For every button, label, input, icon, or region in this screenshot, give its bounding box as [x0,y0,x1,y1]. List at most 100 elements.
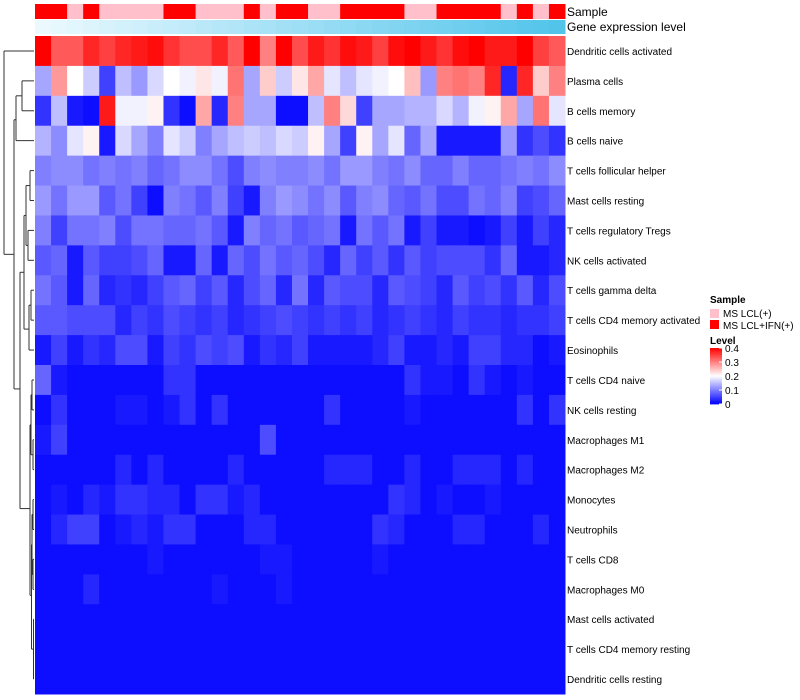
heatmap-cell [115,215,132,246]
sample-legend: Sample MS LCL(+) MS LCL+IFN(+) [710,295,794,332]
expression-cell [372,20,389,34]
heatmap-cell [484,95,502,127]
heatmap-cell [468,634,486,665]
heatmap-cell [356,394,373,426]
heatmap-cell [83,544,100,575]
heatmap-cell [163,604,181,635]
heatmap-cell [243,664,261,695]
heatmap-cell [243,484,261,516]
heatmap-cell [484,394,502,426]
heatmap-cell [67,604,84,635]
heatmap-cell [83,634,100,665]
heatmap-cell [404,275,421,306]
expression-cell [308,20,325,34]
heatmap-cell [259,305,277,336]
heatmap-cell [179,365,197,396]
heatmap-cell [51,65,68,97]
heatmap-cell [83,454,100,486]
heatmap-cell [484,544,502,575]
heatmap-cell [484,454,502,486]
heatmap-cell [356,544,373,575]
level-gradient-step [710,397,722,399]
heatmap-cell [291,155,309,187]
heatmap-cell [308,574,325,605]
heatmap-cell [500,185,518,216]
heatmap-cell [147,155,164,187]
heatmap-cell [372,215,389,246]
heatmap-cell [436,95,454,127]
sample-cell [67,4,84,19]
heatmap-cell [291,275,309,306]
heatmap-cell [532,664,550,695]
heatmap-cell [259,424,277,456]
heatmap-cell [275,245,293,276]
heatmap-cell [308,604,325,635]
heatmap-cell [83,365,100,396]
heatmap-cell [468,305,486,336]
heatmap-cell [115,454,132,486]
level-gradient-step [710,360,722,363]
heatmap-cell [99,36,116,67]
heatmap-cell [83,574,100,605]
heatmap-cell [388,155,405,187]
heatmap-cell [388,574,405,605]
heatmap-cell [516,574,534,605]
heatmap-cell [500,155,518,187]
level-gradient-step [710,394,722,396]
heatmap-cell [115,424,132,456]
heatmap-cell [436,335,454,366]
sample-cell [243,4,261,19]
heatmap-cell [227,335,245,366]
heatmap-cell [356,245,373,276]
heatmap-cell [147,574,164,605]
heatmap-cell [67,185,84,216]
heatmap-cell [308,65,325,97]
heatmap-cell [259,454,277,486]
heatmap-cell [548,245,566,276]
sample-annotation-bar [35,4,566,19]
heatmap-cell [500,664,518,695]
heatmap-cell [388,125,405,157]
expression-cell [436,20,454,34]
heatmap-cell [516,65,534,97]
heatmap-cell [388,335,405,366]
heatmap-cell [340,574,357,605]
heatmap-cell [147,365,164,396]
heatmap-cell [372,514,389,545]
row-label: Macrophages M0 [567,585,645,596]
expression-cell [356,20,373,34]
heatmap-cell [532,514,550,545]
heatmap-cell [179,95,197,127]
heatmap-cell [356,634,373,665]
sample-cell [147,4,164,19]
heatmap-cell [179,305,197,336]
heatmap-cell [356,604,373,635]
heatmap-cell [404,424,421,456]
heatmap-cell [195,514,213,545]
heatmap-cells [35,36,566,695]
heatmap-cell [452,335,470,366]
heatmap-cell [275,95,293,127]
heatmap-cell [163,574,181,605]
expression-cell [516,20,534,34]
expression-cell [99,20,116,34]
level-gradient-step [710,380,722,382]
heatmap-cell [67,125,84,157]
heatmap-cell [420,365,438,396]
heatmap-cell [356,484,373,516]
level-gradient-step [710,359,722,361]
heatmap-cell [388,95,405,127]
heatmap-cell [67,365,84,396]
heatmap-cell [243,544,261,575]
heatmap-cell [275,335,293,366]
heatmap-cell [484,155,502,187]
sample-legend-label-red: MS LCL+IFN(+) [723,321,794,332]
heatmap-cell [516,604,534,635]
heatmap-cell [291,484,309,516]
heatmap-cell [163,424,181,456]
heatmap-cell [388,454,405,486]
heatmap-cell [436,305,454,336]
heatmap-cell [291,65,309,97]
heatmap-cell [308,95,325,127]
heatmap-cell [163,36,181,67]
